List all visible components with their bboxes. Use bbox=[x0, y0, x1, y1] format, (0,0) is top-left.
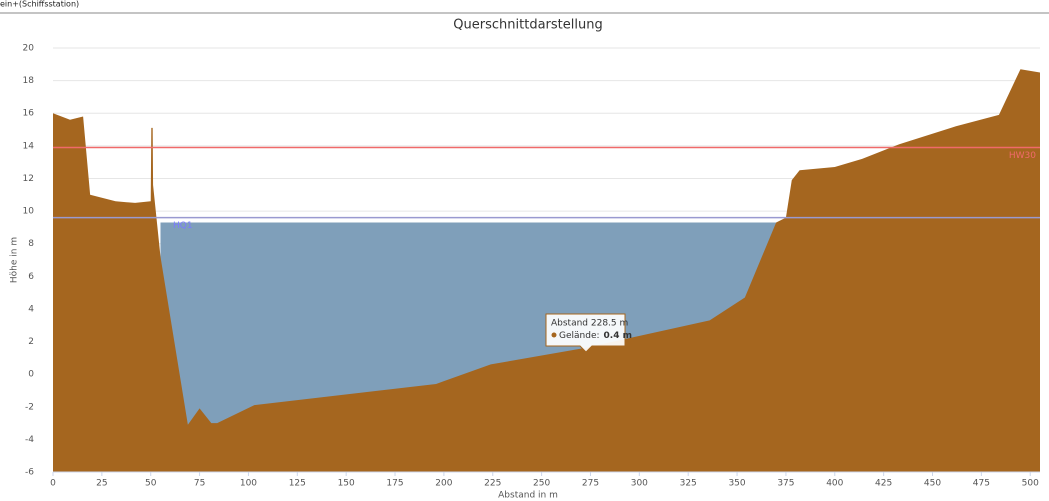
x-tick-label: 175 bbox=[386, 479, 403, 489]
x-tick-label: 500 bbox=[1022, 479, 1039, 489]
x-tick-label: 400 bbox=[826, 479, 843, 489]
x-tick-label: 450 bbox=[924, 479, 941, 489]
chart-title: Querschnittdarstellung bbox=[453, 18, 602, 33]
x-tick-label: 75 bbox=[194, 479, 205, 489]
x-tick-label: 50 bbox=[145, 479, 157, 489]
y-tick-label: 14 bbox=[23, 141, 35, 151]
y-tick-label: 0 bbox=[28, 370, 34, 380]
y-tick-label: 12 bbox=[23, 174, 34, 184]
tooltip-value: 0.4 m bbox=[604, 331, 632, 341]
y-tick-label: 4 bbox=[28, 304, 34, 314]
x-tick-label: 350 bbox=[728, 479, 745, 489]
x-tick-label: 475 bbox=[973, 479, 990, 489]
header-text: ein+(Schiffsstation) bbox=[0, 0, 79, 9]
y-tick-label: 8 bbox=[28, 239, 34, 249]
x-tick-label: 125 bbox=[289, 479, 306, 489]
y-tick-label: 18 bbox=[23, 76, 35, 86]
x-tick-label: 200 bbox=[435, 479, 452, 489]
x-tick-label: 275 bbox=[582, 479, 599, 489]
x-axis-label: Abstand in m bbox=[498, 491, 558, 501]
reference-label: HW30 bbox=[1009, 151, 1036, 161]
y-tick-label: 2 bbox=[28, 337, 34, 347]
tooltip-title: Abstand 228.5 m bbox=[551, 319, 628, 329]
x-tick-label: 25 bbox=[96, 479, 107, 489]
y-tick-label: 6 bbox=[28, 272, 34, 282]
tooltip-bullet bbox=[551, 332, 557, 338]
tooltip-box bbox=[545, 313, 626, 353]
x-tick-label: 325 bbox=[680, 479, 697, 489]
y-tick-label: 10 bbox=[23, 207, 35, 217]
area bbox=[53, 69, 1040, 472]
x-tick-label: 375 bbox=[777, 479, 794, 489]
x-tick-label: 300 bbox=[631, 479, 648, 489]
x-tick-label: 100 bbox=[240, 479, 257, 489]
y-tick-label: 16 bbox=[23, 109, 35, 119]
x-tick-label: 425 bbox=[875, 479, 892, 489]
tooltip: Abstand 228.5 m Gelände: 0.4 m bbox=[545, 313, 632, 353]
x-tick-label: 0 bbox=[50, 479, 56, 489]
reference-label: HQ1 bbox=[173, 221, 193, 231]
tooltip-label: Gelände: bbox=[559, 331, 600, 341]
y-tick-label: -4 bbox=[25, 435, 34, 445]
y-tick-label: 20 bbox=[23, 44, 35, 54]
y-tick-label: -6 bbox=[25, 468, 34, 478]
y-tick-label: -2 bbox=[25, 402, 34, 412]
x-tick-label: 225 bbox=[484, 479, 501, 489]
x-tick-label: 250 bbox=[533, 479, 550, 489]
x-tick-label: 150 bbox=[338, 479, 355, 489]
y-axis-label: Höhe in m bbox=[10, 237, 20, 283]
tooltip-label: Gelände: 0.4 m bbox=[559, 331, 632, 341]
